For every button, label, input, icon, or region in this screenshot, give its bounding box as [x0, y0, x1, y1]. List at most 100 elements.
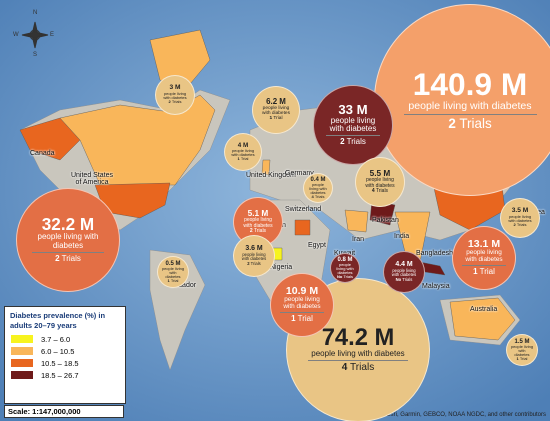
- trial-count: 1: [473, 267, 478, 277]
- country-label: Germany: [285, 170, 314, 177]
- bubble-trials: No Trials: [337, 275, 353, 279]
- compass-e: E: [50, 32, 55, 38]
- legend-title: Diabetes prevalence (%) in adults 20–79 …: [10, 311, 106, 330]
- bubble-value: 5.1 M: [247, 209, 269, 218]
- bubble-value: 0.5 M: [165, 260, 181, 267]
- bubble-value: 33 M: [338, 102, 368, 118]
- trial-count: 2: [249, 227, 253, 234]
- trial-label: Trial: [240, 156, 249, 162]
- trial-label: Trials: [61, 254, 81, 264]
- compass-n: N: [33, 10, 38, 16]
- bubble-trials: 1 Trial: [473, 268, 495, 276]
- trial-label: Trials: [254, 227, 267, 234]
- country-label: Switzerland: [285, 206, 322, 213]
- bubble-value: 3.5 M: [511, 207, 529, 215]
- bubble-divider: [32, 252, 104, 254]
- bubble-trials: 1 Trial: [517, 357, 528, 361]
- country-label: Pakistan: [372, 217, 399, 224]
- bubble-divider: [462, 265, 506, 267]
- bubble-trials: 1 Trial: [269, 116, 282, 121]
- country-label: India: [394, 233, 410, 240]
- bubble-trials: 2 Trials: [55, 255, 81, 263]
- legend-label: 10.5 – 18.5: [41, 358, 79, 368]
- bubble-value: 32.2 M: [41, 214, 95, 235]
- trial-count: 4: [311, 194, 314, 200]
- bubble-trials: 1 Trial: [291, 315, 313, 323]
- bubble-text: people living with diabetes: [336, 261, 354, 275]
- trial-count: 1: [516, 356, 519, 362]
- legend-swatch: [11, 359, 33, 367]
- trial-label: Trials: [343, 274, 354, 280]
- bubble-trials: 2 Trials: [514, 223, 527, 227]
- trial-count: 4: [341, 362, 348, 374]
- bubble-text: people living with diabetes: [391, 267, 417, 278]
- bubble-text: people living with diabetes: [408, 99, 532, 112]
- legend-label: 6.0 – 10.5: [41, 346, 75, 356]
- compass-w: W: [13, 32, 19, 38]
- trial-label: Trials: [376, 187, 389, 194]
- trial-count: 1: [237, 156, 240, 162]
- bubble-trials: 4 Trials: [312, 195, 325, 199]
- bubble-trials: 2 Trials: [247, 260, 261, 266]
- trial-label: Trials: [250, 260, 261, 266]
- trial-count: No: [336, 274, 343, 280]
- trial-label: Trial: [273, 116, 283, 122]
- bubble-divider: [403, 113, 537, 115]
- bubble-trials: 2 Trials: [249, 227, 267, 234]
- bubble-text: people living with diabetes: [465, 248, 503, 263]
- bubble-value: 6.2 M: [266, 97, 286, 107]
- legend-swatch: [11, 371, 33, 379]
- bubble-value: 0.8 M: [337, 256, 353, 263]
- bubble-text: people living with diabetes: [243, 217, 273, 229]
- bubble-text: people living with diabetes: [262, 106, 290, 117]
- trial-count: 2: [340, 137, 345, 147]
- legend-item: 6.0 – 10.5: [11, 347, 119, 356]
- trial-label: Trial: [170, 278, 179, 284]
- trial-label: Trial: [479, 267, 495, 277]
- country-label: United Kingdom: [246, 172, 296, 179]
- attribution: Esri, Garmin, GEBCO, NOAA NGDC, and othe…: [386, 412, 546, 418]
- trial-count: 1: [269, 116, 273, 122]
- bubble-text: people living with diabetes: [163, 91, 187, 101]
- trial-count: 2: [168, 99, 171, 105]
- bubble-value: 5.5 M: [369, 169, 391, 178]
- legend-item: 18.5 – 26.7: [11, 371, 119, 380]
- country-label: Iran: [352, 236, 365, 243]
- bubble-value: 140.9 M: [412, 66, 528, 103]
- bubble-trials: 1 Trial: [168, 279, 179, 283]
- bubble-divider: [280, 312, 324, 314]
- trial-label: Trials: [171, 99, 182, 105]
- bubble-value: 74.2 M: [321, 324, 395, 352]
- country-label: United States of America: [70, 172, 114, 186]
- country-label: Canada: [30, 150, 55, 157]
- trial-count: 2: [448, 115, 456, 131]
- bubble-divider: [325, 135, 381, 137]
- trial-count: No: [395, 276, 402, 282]
- trial-label: Trials: [346, 137, 366, 147]
- bubble-text: people living with diabetes: [161, 265, 185, 279]
- trial-count: 2: [55, 254, 60, 264]
- bubble-value: 4.4 M: [395, 260, 413, 268]
- legend-swatch: [11, 335, 33, 343]
- trial-label: Trial: [519, 356, 528, 362]
- scale: Scale: 1:147,000,000: [4, 405, 124, 418]
- legend: Diabetes prevalence (%) in adults 20–79 …: [4, 306, 126, 404]
- bubble-trials: 1 Trial: [238, 157, 249, 161]
- trial-label: Trials: [516, 222, 527, 228]
- trial-label: Trials: [314, 194, 325, 200]
- legend-item: 10.5 – 18.5: [11, 359, 119, 368]
- bubble-text: people living with diabetes: [37, 232, 99, 250]
- bubble-trials: No Trials: [395, 276, 413, 282]
- trial-count: 1: [291, 314, 296, 324]
- bubble-value: 3 M: [169, 84, 181, 92]
- bubble-value: 4 M: [237, 141, 249, 149]
